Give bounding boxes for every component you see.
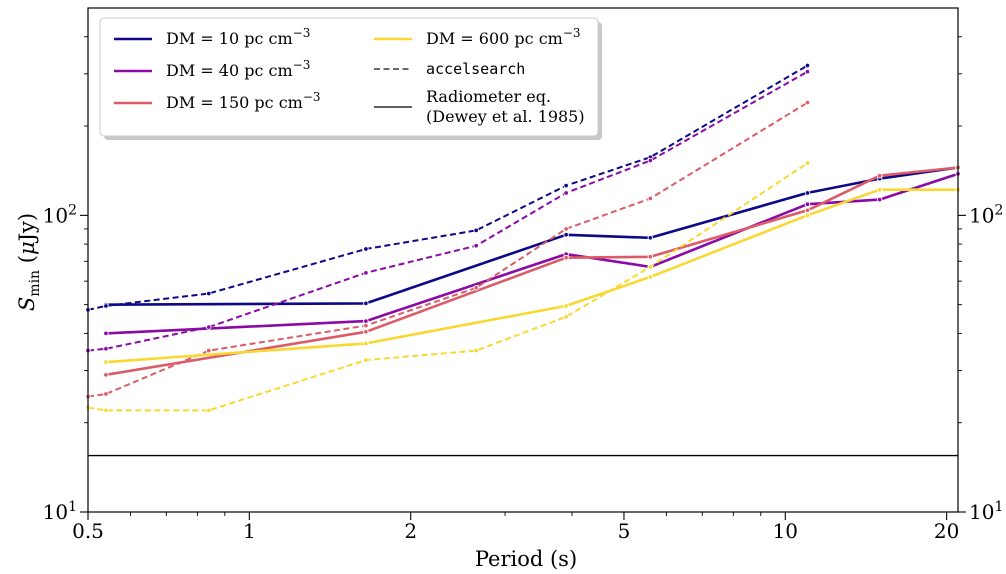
dm600-accelsearch-dashed-point: [473, 347, 479, 354]
dm10-accelsearch-dashed-point: [206, 290, 212, 297]
x-tick-label: 20: [934, 519, 959, 543]
dm150-radiometer-solid-point: [876, 172, 883, 179]
dm40-radiometer-solid-point: [804, 201, 811, 207]
x-tick-label: 10: [773, 519, 798, 543]
x-tick-label: 2: [404, 519, 417, 543]
dm150-accelsearch-dashed-point: [473, 285, 479, 291]
dm600-accelsearch-dashed-point: [804, 160, 811, 166]
legend-box: [99, 17, 599, 137]
x-tick-label: 1: [243, 519, 256, 543]
legend-label-radiometer-line2: (Dewey et al. 1985): [426, 107, 585, 126]
dm40-accelsearch-dashed-point: [647, 157, 654, 164]
dm150-accelsearch-dashed-point: [647, 195, 654, 202]
legend-label-dm40: DM = 40 pc cm−3: [166, 58, 310, 80]
x-tick-label: 5: [618, 519, 631, 543]
dm40-accelsearch-dashed-point: [563, 190, 569, 196]
dm150-accelsearch-dashed-point: [206, 347, 212, 354]
dm150-radiometer-solid-point: [804, 207, 811, 214]
dm150-accelsearch-dashed-point: [563, 226, 569, 232]
dm150-radiometer-solid-point: [363, 329, 369, 335]
dm40-radiometer-solid-line: [105, 172, 959, 335]
y-tick-label-right: 102: [969, 202, 1003, 227]
dm10-radiometer-solid-point: [563, 232, 569, 238]
dm40-accelsearch-dashed-point: [363, 270, 369, 276]
legend-label-dm10: DM = 10 pc cm−3: [166, 26, 310, 48]
y-tick-label-left: 101: [43, 499, 77, 524]
dm10-radiometer-solid-point: [647, 235, 654, 241]
dm40-radiometer-solid-point: [103, 330, 109, 337]
dm10-radiometer-solid-line: [105, 166, 959, 306]
dm150-radiometer-solid-point: [563, 254, 569, 261]
dm40-accelsearch-dashed-point: [206, 324, 212, 330]
dm40-accelsearch-dashed-point: [804, 68, 811, 75]
dm600-accelsearch-dashed-point: [206, 407, 212, 414]
legend-label-dm150: DM = 150 pc cm−3: [166, 90, 321, 112]
dm10-radiometer-solid-point: [363, 300, 369, 307]
dm600-radiometer-solid-line: [105, 188, 958, 364]
dm150-accelsearch-dashed-point: [103, 391, 109, 397]
dm10-accelsearch-dashed-point: [473, 227, 479, 234]
dm600-radiometer-solid-point: [363, 340, 369, 347]
dm40-accelsearch-dashed-point: [473, 242, 479, 249]
dm150-radiometer-solid-line: [105, 166, 959, 377]
dm600-accelsearch-dashed-point: [103, 407, 109, 414]
dm600-radiometer-solid-point: [876, 186, 883, 193]
plot-frame: [87, 7, 959, 513]
dm150-radiometer-solid-point: [103, 372, 109, 378]
dm600-accelsearch-dashed-point: [563, 314, 569, 320]
dm40-accelsearch-dashed-line: [87, 70, 808, 352]
dm40-accelsearch-dashed-point: [103, 346, 109, 352]
legend-label-dm600: DM = 600 pc cm−3: [426, 26, 581, 48]
y-tick-label-right: 101: [969, 499, 1003, 524]
y-tick-label-left: 102: [43, 202, 77, 227]
dm600-radiometer-solid-point: [103, 359, 109, 365]
dm600-radiometer-solid-point: [563, 303, 569, 309]
dm40-radiometer-solid-point: [363, 318, 369, 324]
dm150-accelsearch-dashed-point: [363, 322, 369, 329]
dm40-radiometer-solid-point: [876, 196, 883, 203]
dm10-accelsearch-dashed-point: [363, 246, 369, 252]
dm10-accelsearch-dashed-point: [563, 182, 569, 189]
dm600-accelsearch-dashed-point: [363, 357, 369, 363]
dm10-accelsearch-dashed-point: [804, 62, 811, 69]
dm150-radiometer-solid-point: [647, 254, 654, 260]
x-axis-label: Period (s): [475, 547, 577, 571]
x-tick-label: 0.5: [72, 519, 104, 543]
dm10-accelsearch-dashed-line: [87, 64, 809, 311]
dm600-accelsearch-dashed-point: [647, 264, 654, 270]
dm10-radiometer-solid-point: [804, 190, 811, 196]
y-axis-label: Smin (μJy): [15, 213, 43, 311]
dm10-accelsearch-dashed-point: [103, 303, 109, 309]
dm150-accelsearch-dashed-point: [804, 99, 811, 106]
legend-label-accel: accelsearch: [426, 60, 525, 78]
dm150-accelsearch-dashed-line: [87, 101, 809, 398]
dm600-accelsearch-dashed-line: [87, 162, 809, 412]
dm600-radiometer-solid-point: [804, 212, 811, 219]
dm600-radiometer-solid-point: [647, 274, 654, 280]
legend-label-radiometer: Radiometer eq.: [426, 87, 551, 106]
